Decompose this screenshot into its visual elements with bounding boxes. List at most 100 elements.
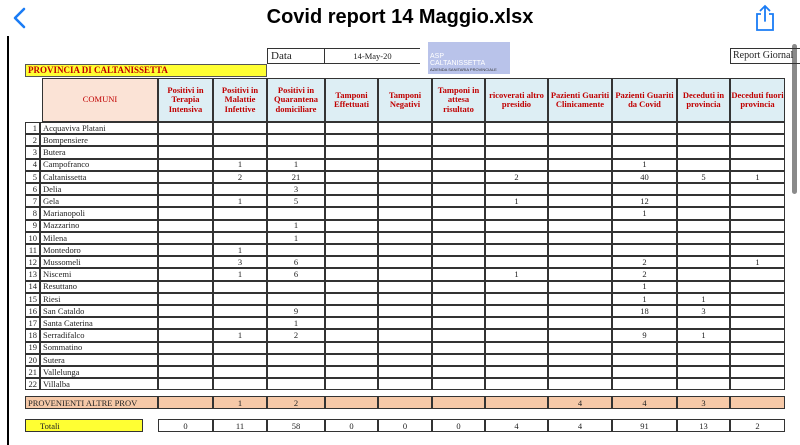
value-cell — [378, 366, 432, 379]
row-number: 10 — [25, 231, 40, 244]
value-cell — [677, 195, 730, 208]
row-number: 7 — [25, 195, 40, 208]
value-cell — [158, 305, 213, 318]
value-cell: 2 — [612, 268, 677, 281]
value-cell — [378, 134, 432, 147]
value-cell — [730, 268, 785, 281]
value-cell — [378, 378, 432, 391]
value-cell — [548, 256, 612, 269]
municipality: Acquaviva Platani — [40, 122, 158, 135]
value-cell — [612, 219, 677, 232]
value-cell — [213, 146, 267, 159]
value-cell: 4 — [612, 396, 677, 410]
value-cell — [432, 378, 485, 391]
value-cell — [485, 341, 548, 354]
value-cell — [378, 353, 432, 366]
municipality: Butera — [40, 146, 158, 159]
value-cell: 1 — [730, 256, 785, 269]
value-cell: 1 — [213, 158, 267, 171]
municipality: Serradifalco — [40, 329, 158, 342]
row-number: 21 — [25, 366, 40, 379]
column-header: Tamponi in attesa risultato — [432, 78, 485, 122]
value-cell: 3 — [213, 256, 267, 269]
value-cell — [158, 207, 213, 220]
value-cell — [267, 280, 325, 293]
value-cell — [485, 366, 548, 379]
value-cell — [325, 207, 378, 220]
file-title: Covid report 14 Maggio.xlsx — [266, 6, 534, 28]
value-cell — [730, 231, 785, 244]
value-cell — [213, 305, 267, 318]
value-cell — [325, 183, 378, 196]
value-cell — [267, 341, 325, 354]
value-cell: 12 — [612, 195, 677, 208]
value-cell — [378, 170, 432, 183]
value-cell — [730, 158, 785, 171]
value-cell: 1 — [677, 329, 730, 342]
row-number: 16 — [25, 305, 40, 318]
value-cell — [267, 146, 325, 159]
municipality: Bompensiere — [40, 134, 158, 147]
value-cell — [325, 219, 378, 232]
value-cell — [325, 195, 378, 208]
total-cell: 91 — [612, 419, 677, 433]
value-cell — [485, 280, 548, 293]
value-cell — [485, 305, 548, 318]
value-cell — [378, 305, 432, 318]
value-cell — [485, 292, 548, 305]
value-cell — [730, 305, 785, 318]
value-cell — [378, 122, 432, 135]
value-cell — [612, 353, 677, 366]
value-cell — [213, 219, 267, 232]
value-cell: 5 — [267, 195, 325, 208]
value-cell — [213, 341, 267, 354]
value-cell — [158, 341, 213, 354]
value-cell — [548, 231, 612, 244]
value-cell — [677, 378, 730, 391]
value-cell — [485, 231, 548, 244]
value-cell — [158, 256, 213, 269]
row-number: 3 — [25, 146, 40, 159]
date-value: 14-May-20 — [325, 48, 420, 64]
value-cell — [485, 353, 548, 366]
value-cell — [548, 158, 612, 171]
value-cell — [730, 353, 785, 366]
total-cell: 4 — [485, 419, 548, 433]
value-cell: 2 — [612, 256, 677, 269]
value-cell — [730, 317, 785, 330]
value-cell — [548, 280, 612, 293]
value-cell — [158, 146, 213, 159]
value-cell — [325, 244, 378, 257]
value-cell — [213, 292, 267, 305]
value-cell — [432, 158, 485, 171]
back-button[interactable] — [10, 6, 30, 30]
municipality: Vallelunga — [40, 366, 158, 379]
totals-label: Totali — [25, 419, 143, 433]
value-cell — [485, 122, 548, 135]
value-cell — [432, 134, 485, 147]
value-cell — [158, 134, 213, 147]
row-number: 11 — [25, 244, 40, 257]
value-cell — [325, 256, 378, 269]
column-header: Pazienti Guariti Clinicamente — [548, 78, 612, 122]
value-cell — [267, 366, 325, 379]
value-cell — [677, 244, 730, 257]
sheet-border — [7, 36, 9, 445]
row-number: 4 — [25, 158, 40, 171]
value-cell: 6 — [267, 256, 325, 269]
value-cell — [325, 231, 378, 244]
municipality: Mazzarino — [40, 219, 158, 232]
value-cell — [485, 329, 548, 342]
value-cell: 1 — [677, 292, 730, 305]
value-cell — [432, 396, 485, 410]
value-cell — [730, 122, 785, 135]
value-cell — [432, 244, 485, 257]
column-header: ricoverati altro presidio — [485, 78, 548, 122]
value-cell — [213, 366, 267, 379]
value-cell — [485, 146, 548, 159]
value-cell — [213, 231, 267, 244]
share-button[interactable] — [754, 4, 776, 32]
column-header: Tamponi Effettuati — [325, 78, 378, 122]
value-cell — [378, 244, 432, 257]
column-header: Tamponi Negativi — [378, 78, 432, 122]
